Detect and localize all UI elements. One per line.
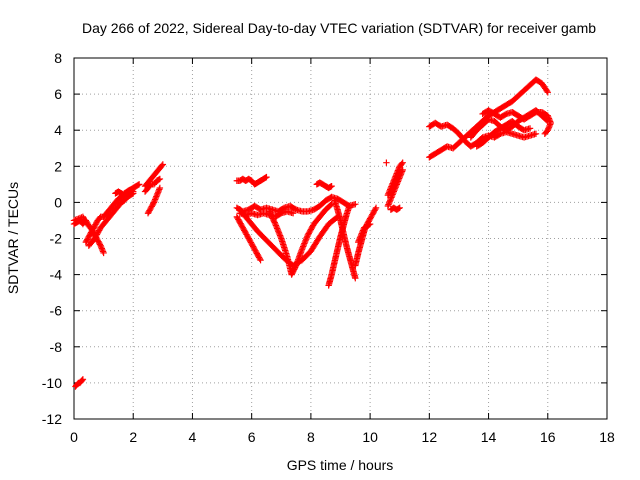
data-point <box>158 162 166 169</box>
data-point <box>266 208 273 215</box>
y-tick-label: 2 <box>54 158 62 174</box>
data-point <box>156 175 164 183</box>
data-point <box>327 201 334 209</box>
x-tick-label: 14 <box>481 429 497 445</box>
data-point <box>352 201 359 208</box>
data-point <box>526 125 534 132</box>
data-point <box>266 209 274 217</box>
x-tick-label: 12 <box>422 429 438 445</box>
data-point <box>78 376 86 384</box>
x-tick-label: 6 <box>248 429 256 445</box>
y-tick-label: 6 <box>54 86 62 102</box>
data-point <box>135 181 143 188</box>
data-point <box>346 202 353 210</box>
x-tick-label: 2 <box>129 429 137 445</box>
data-point <box>155 176 163 183</box>
data-point <box>544 89 551 96</box>
x-tick-label: 18 <box>599 429 615 445</box>
x-tick-label: 10 <box>362 429 378 445</box>
data-point <box>366 220 374 228</box>
y-tick-label: -12 <box>42 411 62 427</box>
chart-title: Day 266 of 2022, Sidereal Day-to-day VTE… <box>82 20 596 36</box>
data-point <box>82 219 90 226</box>
y-tick-label: 4 <box>54 122 62 138</box>
data-point <box>399 166 406 174</box>
data-point <box>156 184 164 192</box>
y-tick-labels: -12 -10 -8 -6 -4 -2 0 2 4 6 8 <box>42 50 62 427</box>
data-point <box>383 159 390 166</box>
data-point <box>270 216 277 224</box>
x-axis-label: GPS time / hours <box>287 457 394 473</box>
data-point <box>398 160 405 168</box>
data-point <box>96 241 104 248</box>
y-axis-label: SDTVAR / TECUs <box>5 182 21 294</box>
y-tick-label: -10 <box>42 375 62 391</box>
data-point <box>372 205 379 213</box>
y-tick-label: -2 <box>50 231 63 247</box>
data-point <box>268 213 276 221</box>
y-tick-label: -4 <box>50 267 63 283</box>
data-point <box>328 201 335 208</box>
data-point <box>129 187 136 195</box>
x-tick-label: 4 <box>189 429 197 445</box>
data-point <box>72 216 79 224</box>
x-tick-label: 8 <box>307 429 315 445</box>
data-point <box>271 219 278 226</box>
data-point <box>270 218 278 225</box>
data-point <box>257 256 264 264</box>
data-point <box>79 376 87 383</box>
data-point <box>269 215 276 222</box>
data-point <box>327 183 334 190</box>
data-point <box>267 211 274 218</box>
data-point <box>328 182 335 190</box>
data-point <box>73 216 81 223</box>
data-point <box>532 130 540 138</box>
data-point <box>352 275 359 282</box>
data-point <box>262 174 269 181</box>
y-tick-label: -6 <box>50 303 63 319</box>
data-point <box>263 173 270 181</box>
data-point <box>81 217 89 225</box>
data-point <box>395 205 402 212</box>
data-point <box>399 159 406 166</box>
data-point <box>292 263 299 271</box>
data-point <box>70 217 78 224</box>
data-point <box>134 181 142 189</box>
data-point <box>542 129 550 136</box>
y-tick-label: -8 <box>50 339 63 355</box>
data-point <box>396 204 403 212</box>
data-point <box>372 204 380 212</box>
data-point <box>365 221 373 228</box>
data-point <box>543 87 551 95</box>
data-point <box>268 212 275 219</box>
data-point <box>150 200 157 207</box>
x-tick-label: 0 <box>70 429 78 445</box>
data-point <box>541 130 549 138</box>
data-point <box>130 188 137 195</box>
y-tick-label: 8 <box>54 50 62 66</box>
data-point <box>256 255 264 263</box>
data-point <box>289 210 297 217</box>
x-tick-labels: 0 2 4 6 8 10 12 14 16 18 <box>70 429 615 445</box>
data-point <box>159 161 167 168</box>
data-points <box>70 76 554 390</box>
data-point <box>100 249 107 257</box>
y-tick-label: 0 <box>54 194 62 210</box>
x-tick-label: 16 <box>540 429 556 445</box>
